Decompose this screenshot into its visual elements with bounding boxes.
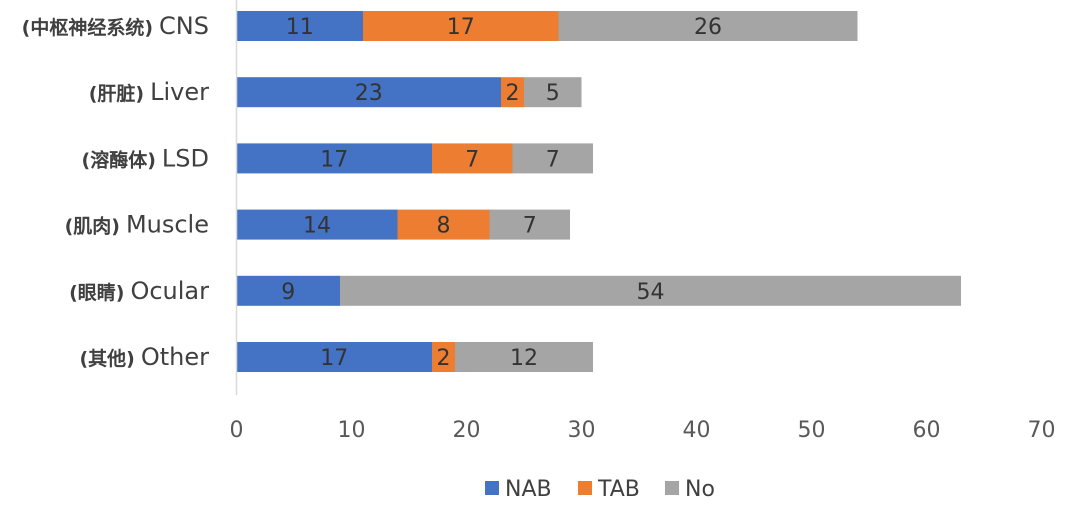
- data-label: 2: [437, 346, 451, 371]
- category-labels: (中枢神经系统) CNS (肝脏) Liver (溶酶体) LSD (肌肉) Muscle (眼…: [22, 12, 209, 371]
- bar-no-muscle: [489, 209, 570, 240]
- bar-tab-muscle: [397, 209, 490, 240]
- data-label: 54: [637, 280, 665, 305]
- data-label: 2: [506, 81, 520, 106]
- category-label: (溶酶体) LSD: [82, 144, 209, 172]
- legend-swatch-nab: [485, 481, 499, 495]
- bar-no-liver: [524, 77, 582, 108]
- bar-tab-cns: [363, 11, 559, 41]
- legend-label: TAB: [597, 477, 640, 502]
- x-tick-label: 70: [1028, 418, 1056, 443]
- data-label: 8: [437, 214, 451, 239]
- data-label: 11: [286, 15, 314, 40]
- x-tick-label: 50: [798, 418, 826, 443]
- bar-nab-lsd: [236, 143, 432, 174]
- data-label: 12: [510, 346, 538, 371]
- bar-no-cns: [558, 11, 858, 41]
- x-axis-ticks: 0 10 20 30 40 50 60 70: [230, 418, 1056, 443]
- legend-swatch-no: [665, 481, 679, 495]
- bar-no-other: [455, 342, 593, 372]
- x-tick-label: 30: [568, 418, 596, 443]
- data-label: 5: [546, 81, 560, 106]
- bar-nab-liver: [236, 77, 501, 108]
- legend-swatch-tab: [578, 481, 592, 495]
- bar-tab-liver: [501, 77, 524, 108]
- bar-nab-cns: [236, 11, 363, 41]
- bar-nab-other: [236, 342, 432, 372]
- data-label: 7: [523, 214, 537, 239]
- x-tick-label: 10: [338, 418, 366, 443]
- legend: NAB TAB No: [485, 477, 715, 502]
- data-label: 23: [355, 81, 383, 106]
- bar-no-lsd: [512, 143, 593, 174]
- legend-label: No: [685, 477, 715, 502]
- bar-no-ocular: [340, 275, 961, 306]
- data-label: 26: [694, 15, 722, 40]
- data-label: 17: [320, 346, 348, 371]
- bar-tab-lsd: [432, 143, 513, 174]
- data-label: 7: [546, 147, 560, 172]
- data-label: 17: [447, 15, 475, 40]
- x-tick-label: 40: [683, 418, 711, 443]
- data-label: 9: [281, 280, 295, 305]
- category-label: (眼睛) Ocular: [69, 277, 209, 305]
- x-tick-label: 0: [230, 418, 244, 443]
- bars-layer: 11 17 26 23 2 5 17 7 7 14 8 7 9 54 17 2 12: [236, 11, 961, 372]
- category-label: (中枢神经系统) CNS: [22, 12, 209, 40]
- bar-nab-muscle: [236, 209, 398, 240]
- x-tick-label: 60: [913, 418, 941, 443]
- legend-label: NAB: [505, 477, 552, 502]
- bar-tab-other: [432, 342, 455, 372]
- bar-nab-ocular: [236, 275, 340, 306]
- data-label: 7: [465, 147, 479, 172]
- x-tick-label: 20: [453, 418, 481, 443]
- category-label: (肌肉) Muscle: [65, 211, 209, 239]
- category-label: (肝脏) Liver: [89, 78, 209, 106]
- category-label: (其他) Other: [79, 343, 209, 371]
- data-label: 14: [303, 214, 331, 239]
- data-label: 17: [320, 147, 348, 172]
